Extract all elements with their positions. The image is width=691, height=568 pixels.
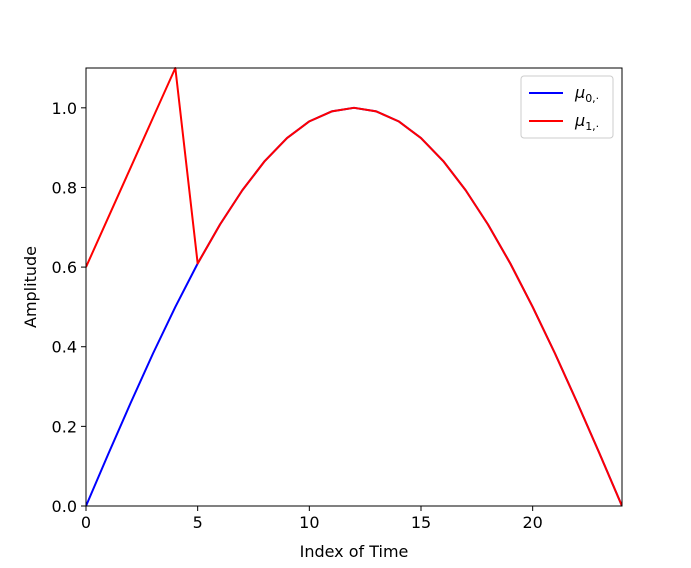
- x-tick-label: 15: [411, 513, 431, 532]
- y-tick-label: 0.8: [52, 178, 77, 197]
- legend-subscript: 1,·: [585, 120, 599, 133]
- x-tick-label: 0: [81, 513, 91, 532]
- legend-label-1: μ1,·: [574, 111, 599, 133]
- y-tick-label: 0.6: [52, 258, 77, 277]
- x-tick-label: 5: [193, 513, 203, 532]
- y-tick-label: 0.0: [52, 497, 77, 516]
- x-tick-label: 20: [522, 513, 542, 532]
- y-tick-label: 1.0: [52, 99, 77, 118]
- legend-subscript: 0,·: [585, 92, 599, 105]
- series-line-mu-0: [86, 106, 622, 506]
- y-axis-label: Amplitude: [21, 246, 40, 328]
- legend-label-0: μ0,·: [574, 83, 599, 105]
- y-tick-label: 0.4: [52, 338, 77, 357]
- x-axis-label: Index of Time: [300, 542, 409, 561]
- legend-symbol: μ: [574, 111, 585, 130]
- legend-box: [520, 75, 614, 139]
- y-tick-label: 0.2: [52, 417, 77, 436]
- legend-symbol: μ: [574, 83, 585, 102]
- x-tick-label: 10: [299, 513, 319, 532]
- axes: 0 5 10 15 20 0.0 0.2 0.4 0.6 0.8 1.0 Index of Time A…: [21, 67, 623, 561]
- axes-frame: [85, 67, 623, 507]
- legend: μ0,·μ1,·: [520, 75, 614, 139]
